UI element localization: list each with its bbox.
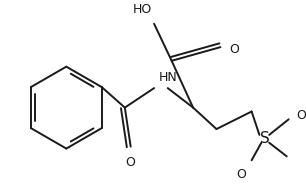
Text: O: O xyxy=(229,43,239,56)
Text: S: S xyxy=(260,131,270,146)
Text: O: O xyxy=(236,168,246,181)
Text: O: O xyxy=(297,109,306,122)
Text: HN: HN xyxy=(159,71,178,84)
Text: O: O xyxy=(126,156,136,169)
Text: HO: HO xyxy=(133,3,152,16)
